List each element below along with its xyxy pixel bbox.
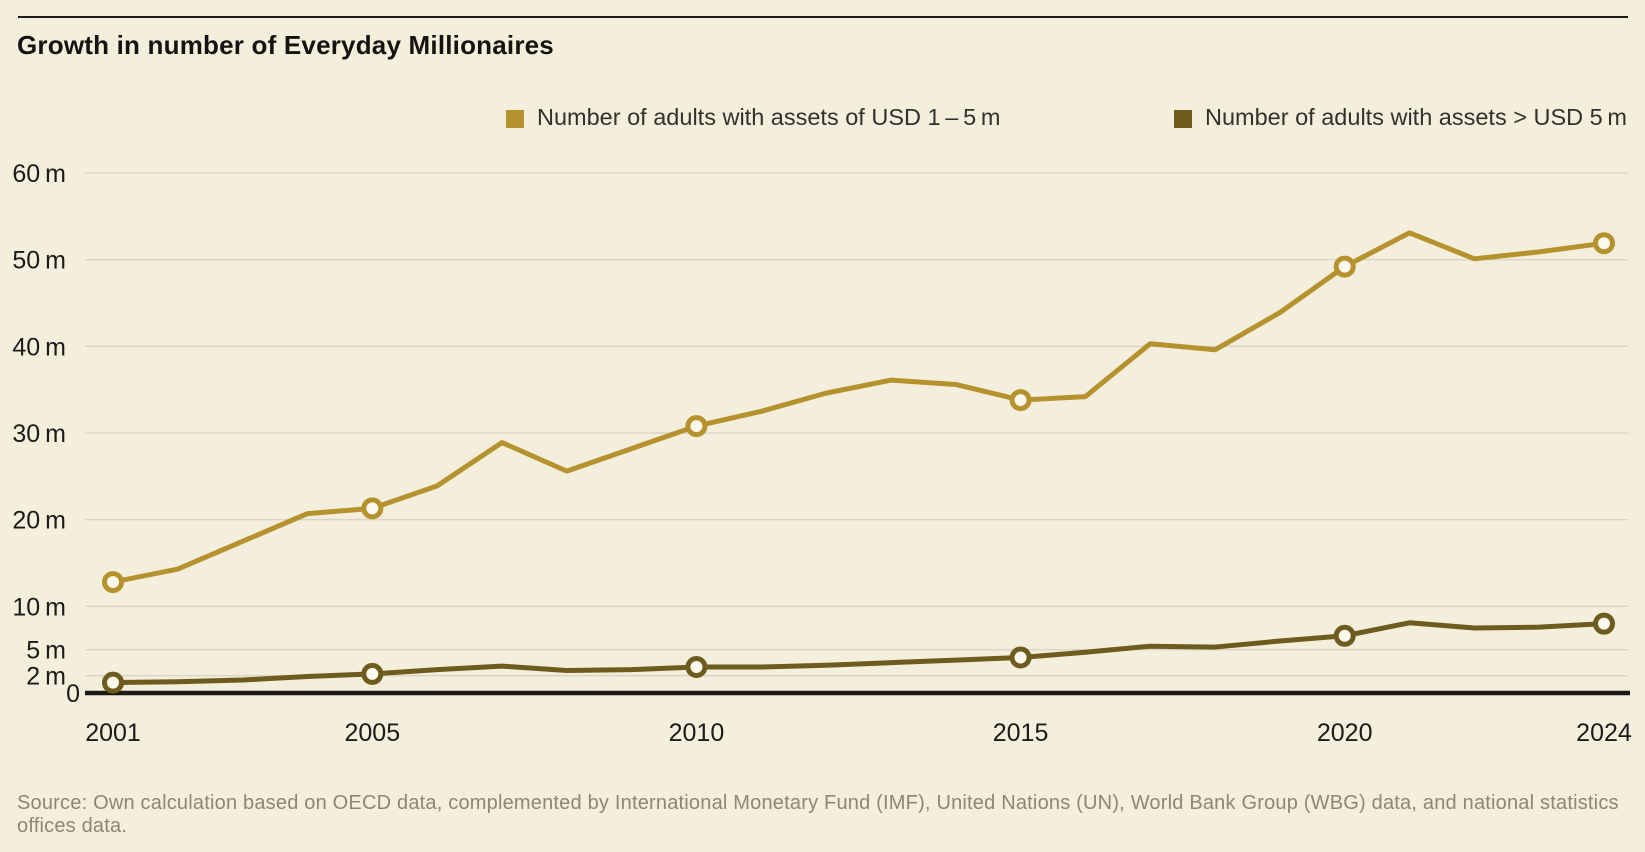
x-tick-label: 2020 (1317, 719, 1373, 747)
y-tick-label: 2 m (26, 663, 66, 691)
data-marker-series1-2001 (102, 571, 124, 594)
x-tick-label: 2001 (85, 719, 141, 747)
source-note: Source: Own calculation based on OECD da… (17, 792, 1619, 837)
y-tick-label: 60 m (12, 160, 66, 188)
data-marker-series1-2005 (361, 497, 384, 520)
data-marker-series2-2001 (102, 671, 124, 694)
x-tick-label: 2015 (993, 719, 1049, 747)
data-marker-series1-2020 (1333, 255, 1356, 278)
legend-label-assets-over-5m: Number of adults with assets > USD 5 m (1205, 104, 1627, 130)
x-tick-label: 2010 (669, 719, 725, 747)
data-marker-series1-2015 (1009, 389, 1032, 412)
x-tick-label: 2005 (344, 719, 400, 747)
y-tick-label: 20 m (12, 507, 66, 535)
data-marker-series1-2010 (685, 415, 708, 438)
top-rule (18, 16, 1628, 18)
legend-item-assets-over-5m: Number of adults with assets > USD 5 m (1174, 104, 1627, 131)
y-tick-label: 30 m (12, 420, 66, 448)
data-marker-series2-2020 (1333, 624, 1356, 647)
legend-label-assets-1-5m: Number of adults with assets of USD 1 – … (537, 104, 1001, 130)
chart-title: Growth in number of Everyday Millionaire… (17, 30, 554, 60)
series-line-2 (110, 620, 1607, 686)
data-marker-series2-2010 (685, 655, 708, 678)
data-marker-series2-2015 (1009, 646, 1032, 669)
data-marker-series2-2005 (361, 662, 384, 685)
y-tick-label: 10 m (12, 593, 66, 621)
series-line-1 (110, 230, 1607, 585)
legend-swatch-gold (506, 109, 524, 128)
legend-item-assets-1-5m: Number of adults with assets of USD 1 – … (506, 104, 1000, 131)
y-tick-label: 40 m (12, 333, 66, 361)
legend-swatch-olive (1174, 109, 1192, 128)
x-tick-label: 2024 (1576, 719, 1632, 747)
data-marker-series1-2024 (1592, 232, 1615, 255)
y-tick-label: 50 m (12, 247, 66, 275)
y-tick-label: 5 m (26, 637, 66, 665)
y-tick-label: 0 (66, 680, 80, 708)
data-marker-series2-2024 (1592, 612, 1615, 635)
